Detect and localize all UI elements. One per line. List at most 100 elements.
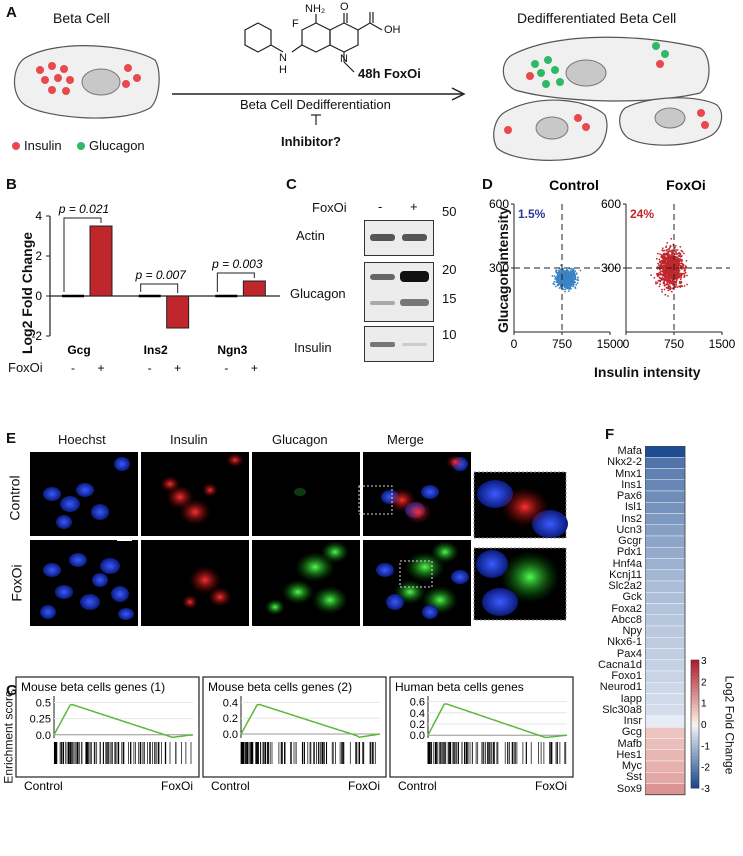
heat-gene-label: Mafa <box>617 445 642 457</box>
d-point <box>658 285 661 288</box>
d-xtick-label: 1500 <box>709 337 736 351</box>
chem-o: O <box>340 1 349 13</box>
d-point <box>666 250 668 252</box>
e-col-glucagon: Glucagon <box>272 432 328 447</box>
g-hit-ticks <box>240 742 376 764</box>
d-point <box>677 255 680 257</box>
d-point <box>679 246 682 248</box>
colorbar-step <box>691 736 699 741</box>
d-point <box>675 253 678 256</box>
d-point <box>573 276 576 278</box>
d-point <box>674 264 677 267</box>
colorbar-step <box>691 666 699 671</box>
d-point <box>566 271 568 274</box>
d-point <box>658 264 661 267</box>
dediff-cell-1 <box>502 36 710 102</box>
d-point <box>668 257 671 260</box>
c-minus: - <box>378 199 383 214</box>
d-point <box>663 249 666 252</box>
d-points <box>650 237 688 297</box>
heat-cell <box>645 760 686 773</box>
d-point <box>669 245 672 247</box>
d-point <box>681 274 683 276</box>
d-point <box>680 262 683 265</box>
d-point <box>576 278 579 281</box>
g-plot-frame <box>15 676 200 778</box>
d-point <box>661 291 663 293</box>
d-point <box>674 251 677 253</box>
d-point <box>671 258 674 261</box>
g-ytick-label: 0.2 <box>410 719 425 731</box>
c-row-actin: Actin <box>296 228 325 243</box>
d-point <box>666 283 668 286</box>
d-point <box>556 274 559 277</box>
d-point <box>669 270 672 273</box>
d-point <box>683 276 686 278</box>
d-point <box>680 280 682 283</box>
g-ytick-label: 0.6 <box>410 697 425 709</box>
colorbar-step <box>691 679 699 683</box>
heat-gene-label: Ins2 <box>621 512 642 525</box>
c-plus: + <box>410 199 418 214</box>
d-point <box>557 279 560 282</box>
colorbar-step <box>691 759 699 763</box>
d-point <box>574 270 577 272</box>
d-point <box>556 277 559 280</box>
g-ytick-label: 0.0 <box>36 730 51 742</box>
d-point <box>671 262 674 265</box>
d-point <box>653 277 656 279</box>
schematic-svg <box>12 12 723 161</box>
heat-gene-label: Mnx1 <box>615 467 642 480</box>
d-point <box>661 257 664 260</box>
d-point <box>575 283 578 286</box>
d-point <box>676 286 679 289</box>
d-point <box>669 254 671 257</box>
d-point <box>564 275 567 278</box>
d-points <box>551 264 582 293</box>
d-point <box>655 282 657 285</box>
b-bar-foxoi <box>242 280 266 297</box>
d-point <box>570 267 573 270</box>
d-point <box>555 269 558 272</box>
d-point <box>567 284 569 287</box>
heat-gene-label: Pdx1 <box>616 546 642 559</box>
colorbar-step <box>691 784 699 789</box>
d-point <box>672 287 674 290</box>
dediff-cell-title: Dedifferentiated Beta Cell <box>517 10 677 26</box>
chem-nh2: NH₂ <box>305 3 326 15</box>
d-point <box>656 275 659 278</box>
d-point <box>668 277 671 280</box>
arrow-label: Beta Cell Dedifferentiation <box>240 97 391 112</box>
d-point <box>683 274 686 277</box>
d-point <box>667 277 669 280</box>
d-point <box>676 263 679 266</box>
d-point <box>572 284 575 287</box>
panel-letter-e: E <box>6 430 17 447</box>
d-point <box>680 276 683 279</box>
micro-control-glucagon <box>252 452 360 536</box>
b-category-label: Gcg <box>67 343 90 357</box>
d-point <box>664 293 667 296</box>
g-ytick-label: 0.2 <box>223 713 238 725</box>
e-col-merge: Merge <box>387 432 424 447</box>
d-point <box>659 279 662 282</box>
c-row-insulin: Insulin <box>294 340 332 355</box>
d-point <box>675 268 677 271</box>
d-point <box>664 259 667 262</box>
d-point <box>661 277 664 279</box>
d-point <box>556 280 559 283</box>
d-point <box>658 268 661 271</box>
heat-gene-label: Myc <box>621 760 642 772</box>
colorbar-step <box>691 704 699 709</box>
d-title: Control <box>549 177 599 193</box>
d-point <box>667 289 670 292</box>
heat-cell <box>645 513 686 525</box>
d-point <box>675 284 678 286</box>
g-plot-frame <box>389 676 574 778</box>
d-point <box>562 275 565 277</box>
d-point <box>660 255 663 258</box>
d-point <box>669 269 672 272</box>
f-legend-title: Log2 Fold Change <box>722 675 737 775</box>
d-point <box>558 274 561 277</box>
g-ytick-label: 0.0 <box>410 730 425 742</box>
